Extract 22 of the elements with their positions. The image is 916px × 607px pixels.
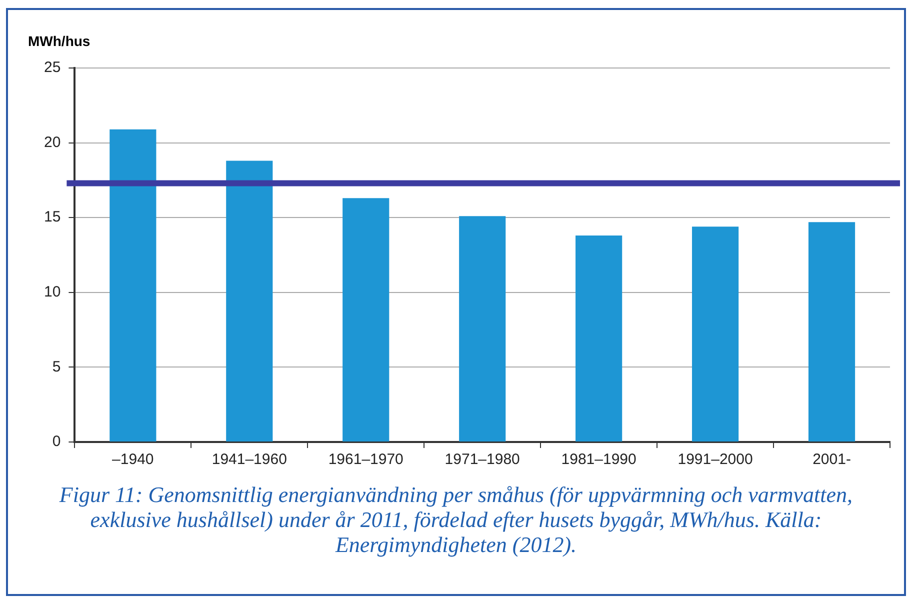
bar bbox=[576, 236, 622, 442]
y-tick-label: 0 bbox=[52, 433, 61, 450]
x-tick-label: 1971–1980 bbox=[444, 451, 520, 468]
x-tick-label: 2001- bbox=[812, 451, 851, 468]
y-axis-title: MWh/hus bbox=[28, 33, 90, 49]
y-tick-label: 5 bbox=[52, 358, 61, 376]
y-tick-label: 15 bbox=[44, 208, 61, 226]
bar bbox=[342, 198, 390, 442]
bar bbox=[226, 160, 273, 442]
bar bbox=[808, 222, 856, 442]
bar bbox=[110, 129, 156, 442]
y-tick-label: 25 bbox=[44, 59, 61, 76]
x-tick-label: –1940 bbox=[112, 451, 154, 468]
bar bbox=[692, 226, 739, 442]
x-tick-label: 1961–1970 bbox=[328, 451, 404, 468]
text: Figur 11: Genomsnittlig energianvändning per småhus (för uppvärmning och varmvatten, exklusive hushållsel) under år 2011, fördelad efter husets byggår, MWh/hus. Källa: Energimyndigheten (2012). bbox=[58, 482, 854, 557]
y-tick-label: 20 bbox=[44, 134, 61, 151]
y-tick-label: 10 bbox=[44, 284, 61, 301]
x-tick-label: 1991–2000 bbox=[678, 451, 753, 468]
x-tick-label: 1981–1990 bbox=[561, 451, 636, 468]
bar bbox=[459, 216, 506, 442]
x-tick-label: 1941–1960 bbox=[212, 451, 287, 468]
